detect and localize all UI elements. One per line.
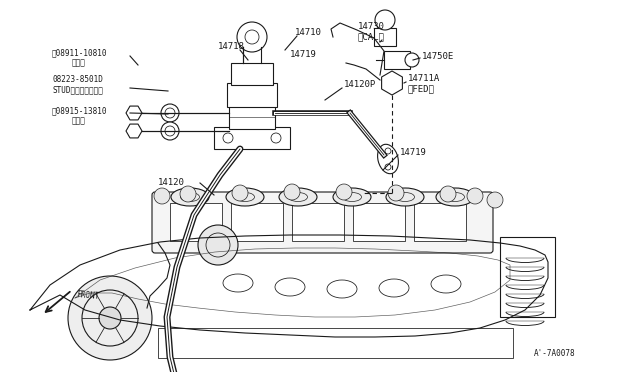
Text: 14719: 14719 [400, 148, 427, 157]
Bar [158, 328, 513, 358]
Text: 14710: 14710 [295, 28, 322, 37]
Bar [214, 127, 290, 149]
Circle shape [154, 188, 170, 204]
Circle shape [405, 53, 419, 67]
Text: 14718: 14718 [218, 42, 245, 51]
Text: 14730: 14730 [358, 22, 385, 31]
Bar [414, 203, 466, 241]
Ellipse shape [226, 188, 264, 206]
Circle shape [487, 192, 503, 208]
Text: 14120: 14120 [158, 178, 185, 187]
Ellipse shape [279, 188, 317, 206]
Circle shape [161, 122, 179, 140]
Bar [231, 63, 273, 85]
Bar [353, 203, 405, 241]
Text: ⓝ08911-10810: ⓝ08911-10810 [52, 48, 108, 57]
Text: FRONT: FRONT [76, 290, 100, 301]
Bar [292, 203, 344, 241]
Bar [384, 51, 410, 69]
Circle shape [99, 307, 121, 329]
Ellipse shape [436, 188, 474, 206]
Text: （２）: （２） [72, 58, 86, 67]
Bar [227, 83, 277, 107]
Text: （FED）: （FED） [408, 84, 435, 93]
Text: STUDスタッド（２）: STUDスタッド（２） [52, 85, 103, 94]
Text: ⓜ08915-13810: ⓜ08915-13810 [52, 106, 108, 115]
Text: 14750E: 14750E [422, 52, 454, 61]
FancyBboxPatch shape [152, 192, 493, 253]
Circle shape [232, 185, 248, 201]
Text: （CAL）: （CAL） [358, 32, 385, 41]
Ellipse shape [171, 188, 209, 206]
Ellipse shape [333, 188, 371, 206]
Circle shape [284, 184, 300, 200]
Circle shape [68, 276, 152, 360]
Bar [500, 237, 555, 317]
Bar [231, 203, 283, 241]
Circle shape [198, 225, 238, 265]
Bar [374, 28, 396, 46]
Circle shape [388, 185, 404, 201]
Text: 14711A: 14711A [408, 74, 440, 83]
Circle shape [237, 22, 267, 52]
Text: （２）: （２） [72, 116, 86, 125]
Text: A'-7A0078: A'-7A0078 [533, 349, 575, 358]
Text: 14120P: 14120P [344, 80, 376, 89]
Ellipse shape [386, 188, 424, 206]
Circle shape [180, 186, 196, 202]
Text: 08223-8501D: 08223-8501D [52, 75, 103, 84]
Circle shape [161, 104, 179, 122]
Circle shape [467, 188, 483, 204]
Text: 14719: 14719 [290, 50, 317, 59]
Bar [229, 105, 275, 129]
Bar [170, 203, 222, 241]
Circle shape [336, 184, 352, 200]
Circle shape [375, 10, 395, 30]
Ellipse shape [378, 144, 399, 174]
Circle shape [440, 186, 456, 202]
